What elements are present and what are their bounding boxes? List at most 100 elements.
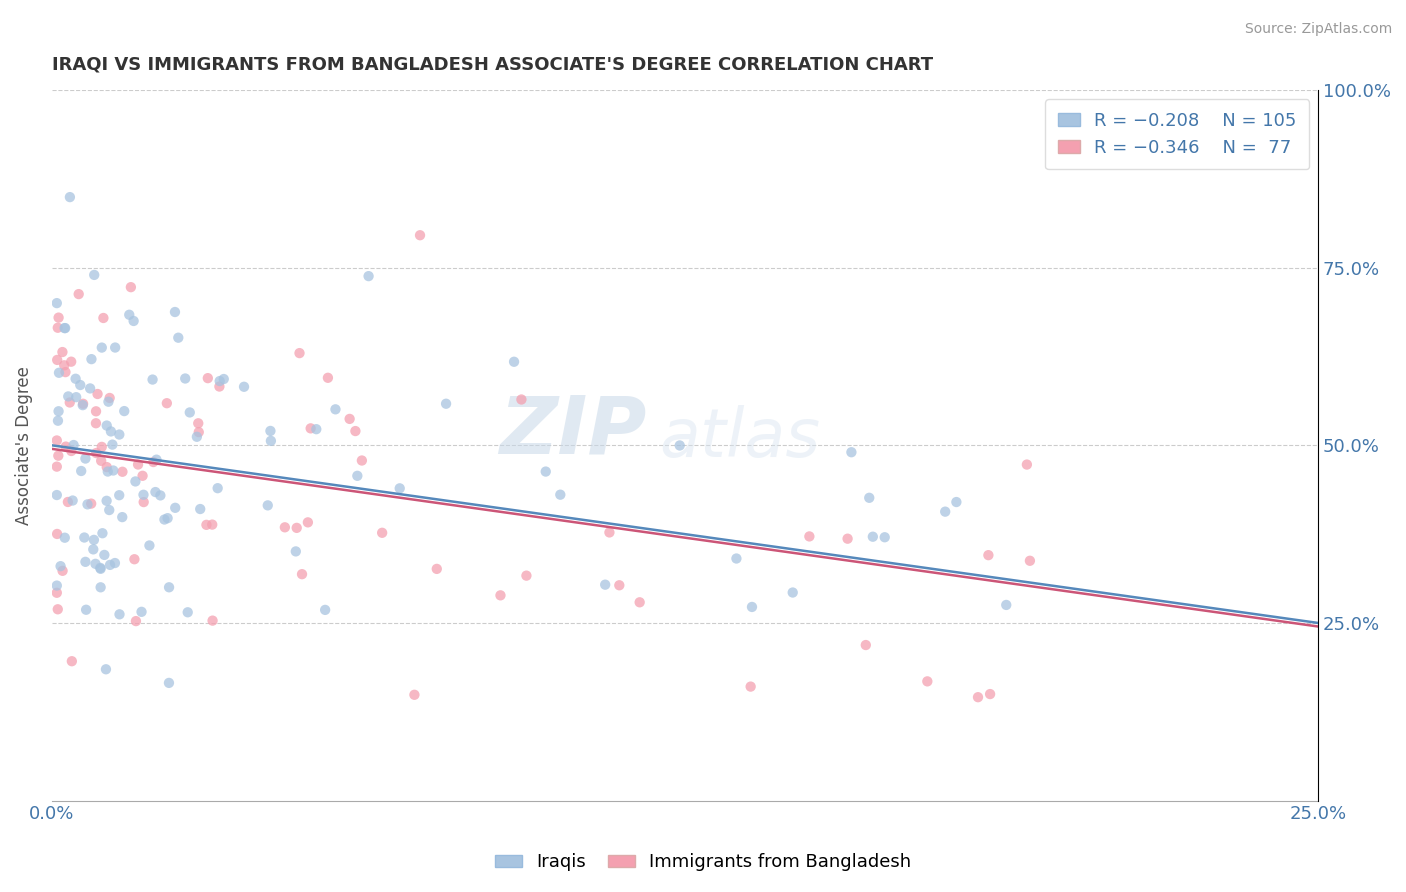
Point xyxy=(62,493,84,508)
Point xyxy=(65,372,87,386)
Point xyxy=(96,493,118,508)
Point xyxy=(75,555,97,569)
Point xyxy=(56,495,79,509)
Point xyxy=(305,422,328,436)
Point xyxy=(409,228,432,243)
Point xyxy=(75,603,97,617)
Point xyxy=(208,374,231,388)
Text: ZIP: ZIP xyxy=(499,392,647,470)
Point xyxy=(112,404,135,418)
Point xyxy=(156,396,179,410)
Point xyxy=(515,568,537,582)
Point xyxy=(67,287,90,301)
Point xyxy=(84,416,107,430)
Point xyxy=(53,359,76,373)
Point xyxy=(97,465,120,479)
Point xyxy=(104,556,127,570)
Point xyxy=(256,499,278,513)
Point xyxy=(80,352,103,367)
Point xyxy=(725,551,748,566)
Point xyxy=(388,481,411,495)
Point xyxy=(977,548,1000,562)
Point xyxy=(93,548,115,562)
Point xyxy=(598,525,620,540)
Point xyxy=(84,404,107,418)
Point xyxy=(799,529,821,543)
Point xyxy=(101,437,124,451)
Point xyxy=(86,387,108,401)
Point xyxy=(122,314,145,328)
Point xyxy=(1019,554,1042,568)
Point xyxy=(46,353,69,368)
Point xyxy=(55,365,77,379)
Point xyxy=(260,434,283,448)
Point xyxy=(98,503,121,517)
Point xyxy=(291,567,314,582)
Point xyxy=(51,345,73,359)
Point xyxy=(212,372,235,386)
Point xyxy=(593,577,616,591)
Point xyxy=(90,454,112,468)
Point xyxy=(98,558,121,572)
Point xyxy=(945,495,967,509)
Point xyxy=(53,321,76,335)
Point xyxy=(233,380,256,394)
Point xyxy=(995,598,1018,612)
Point xyxy=(285,521,308,535)
Point xyxy=(177,605,200,619)
Point xyxy=(48,404,70,418)
Point xyxy=(90,341,112,355)
Point xyxy=(76,497,98,511)
Point xyxy=(979,687,1001,701)
Point xyxy=(489,588,512,602)
Text: atlas: atlas xyxy=(659,405,821,471)
Point xyxy=(48,310,70,325)
Point xyxy=(125,614,148,628)
Point xyxy=(111,465,134,479)
Point xyxy=(46,527,69,541)
Point xyxy=(157,580,180,594)
Point xyxy=(60,654,83,668)
Point xyxy=(69,378,91,392)
Point xyxy=(120,280,142,294)
Point xyxy=(132,488,155,502)
Point xyxy=(45,434,67,448)
Point xyxy=(1015,458,1038,472)
Point xyxy=(434,397,457,411)
Point xyxy=(138,539,160,553)
Point xyxy=(510,392,533,407)
Point xyxy=(83,268,105,282)
Point xyxy=(841,445,863,459)
Point xyxy=(91,526,114,541)
Point xyxy=(55,440,77,454)
Point xyxy=(187,417,209,431)
Point xyxy=(153,512,176,526)
Point xyxy=(145,452,167,467)
Point xyxy=(72,397,94,411)
Point xyxy=(607,578,630,592)
Point xyxy=(284,544,307,558)
Point xyxy=(97,394,120,409)
Point xyxy=(550,488,572,502)
Point xyxy=(111,510,134,524)
Point xyxy=(108,427,131,442)
Point xyxy=(167,331,190,345)
Point xyxy=(740,680,762,694)
Point xyxy=(45,488,67,502)
Point xyxy=(60,444,83,458)
Point xyxy=(208,379,231,393)
Point xyxy=(131,468,153,483)
Point xyxy=(357,269,380,284)
Point xyxy=(967,690,990,705)
Y-axis label: Associate's Degree: Associate's Degree xyxy=(15,366,32,524)
Point xyxy=(83,533,105,547)
Point xyxy=(108,488,131,502)
Point xyxy=(62,438,84,452)
Point xyxy=(100,425,122,439)
Point xyxy=(299,421,322,435)
Point xyxy=(325,402,347,417)
Point xyxy=(90,562,112,576)
Point xyxy=(145,485,167,500)
Point xyxy=(82,542,104,557)
Point xyxy=(917,674,939,689)
